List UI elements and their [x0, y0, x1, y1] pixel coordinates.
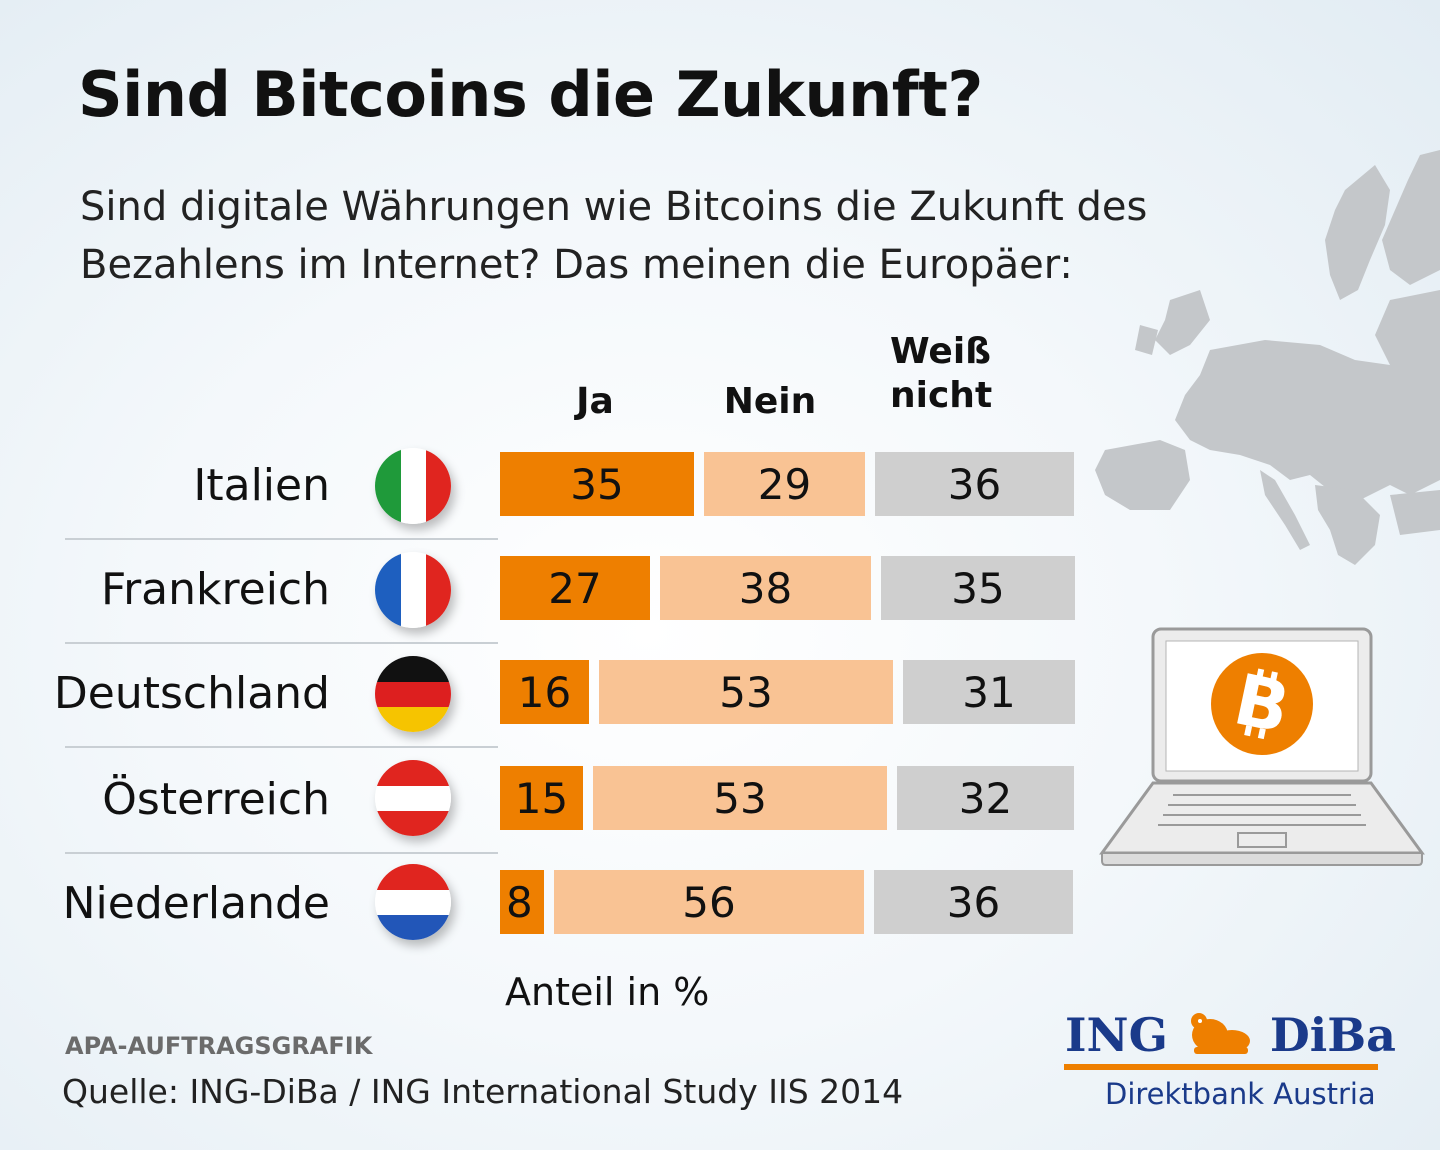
lion-icon [1190, 1013, 1250, 1054]
data-label: 27 [548, 563, 602, 613]
column-header-weiss-nicht: Weiß nicht [890, 331, 993, 416]
bar-weiss-nicht-österreich: 32 [897, 766, 1074, 830]
country-label-niederlande: Niederlande [62, 878, 330, 929]
data-label: 56 [682, 877, 736, 927]
bar-weiss-nicht-niederlande: 36 [874, 870, 1073, 934]
bar-nein-italien: 29 [704, 452, 865, 516]
bar-nein-deutschland: 53 [599, 660, 893, 724]
bar-ja-deutschland: 16 [500, 660, 589, 724]
chart-title: Sind Bitcoins die Zukunft? [78, 58, 983, 131]
column-header-nein: Nein [723, 381, 817, 422]
ing-diba-logo: ING DiBa [1065, 1008, 1396, 1062]
italy-flag-icon [375, 448, 451, 524]
logo-underline [1064, 1064, 1378, 1070]
row-separator [65, 852, 498, 854]
unit-label: Anteil in % [505, 970, 710, 1014]
row-separator [65, 746, 498, 748]
country-label-oesterreich: Österreich [102, 774, 330, 825]
data-label: 15 [514, 773, 569, 823]
bar-weiss-nicht-deutschland: 31 [903, 660, 1075, 724]
chart-subtitle: Sind digitale Währungen wie Bitcoins die… [80, 184, 1148, 288]
bar-ja-österreich: 15 [500, 766, 583, 830]
country-label-frankreich: Frankreich [100, 564, 330, 615]
country-label-deutschland: Deutschland [53, 668, 330, 719]
logo-text-left: ING [1065, 1008, 1168, 1062]
bar-ja-frankreich: 27 [500, 556, 650, 620]
data-label: 8 [506, 877, 533, 927]
bitcoin-icon: B [1211, 653, 1313, 755]
agency-label: APA-AUFTRAGSGRAFIK [65, 1032, 373, 1060]
bar-nein-niederlande: 56 [554, 870, 864, 934]
netherlands-flag-icon [375, 864, 451, 940]
bar-weiss-nicht-italien: 36 [875, 452, 1074, 516]
data-label: 16 [517, 667, 572, 717]
bar-nein-frankreich: 38 [660, 556, 871, 620]
data-label: 31 [962, 667, 1016, 717]
germany-flag-icon [375, 656, 451, 732]
column-header-ja: Ja [576, 381, 614, 422]
europe-map-icon [1095, 150, 1440, 565]
data-label: 38 [738, 563, 793, 613]
data-label: 32 [958, 773, 1013, 823]
data-label: 35 [951, 563, 1005, 613]
data-label: 36 [946, 877, 1001, 927]
data-label: 36 [947, 459, 1002, 509]
bar-ja-niederlande: 8 [500, 870, 544, 934]
country-label-italien: Italien [193, 460, 330, 511]
bar-ja-italien: 35 [500, 452, 694, 516]
austria-flag-icon [375, 760, 451, 836]
bar-weiss-nicht-frankreich: 35 [881, 556, 1075, 620]
france-flag-icon [375, 552, 451, 628]
bar-nein-österreich: 53 [593, 766, 887, 830]
source-label: Quelle: ING-DiBa / ING International Stu… [62, 1072, 904, 1111]
logo-text-right: DiBa [1269, 1008, 1396, 1062]
data-label: 29 [757, 459, 812, 509]
logo-subline: Direktbank Austria [1105, 1077, 1376, 1111]
row-separator [65, 642, 498, 644]
row-separator [65, 538, 498, 540]
data-label: 53 [713, 773, 767, 823]
data-label: 35 [570, 459, 624, 509]
data-label: 53 [719, 667, 773, 717]
